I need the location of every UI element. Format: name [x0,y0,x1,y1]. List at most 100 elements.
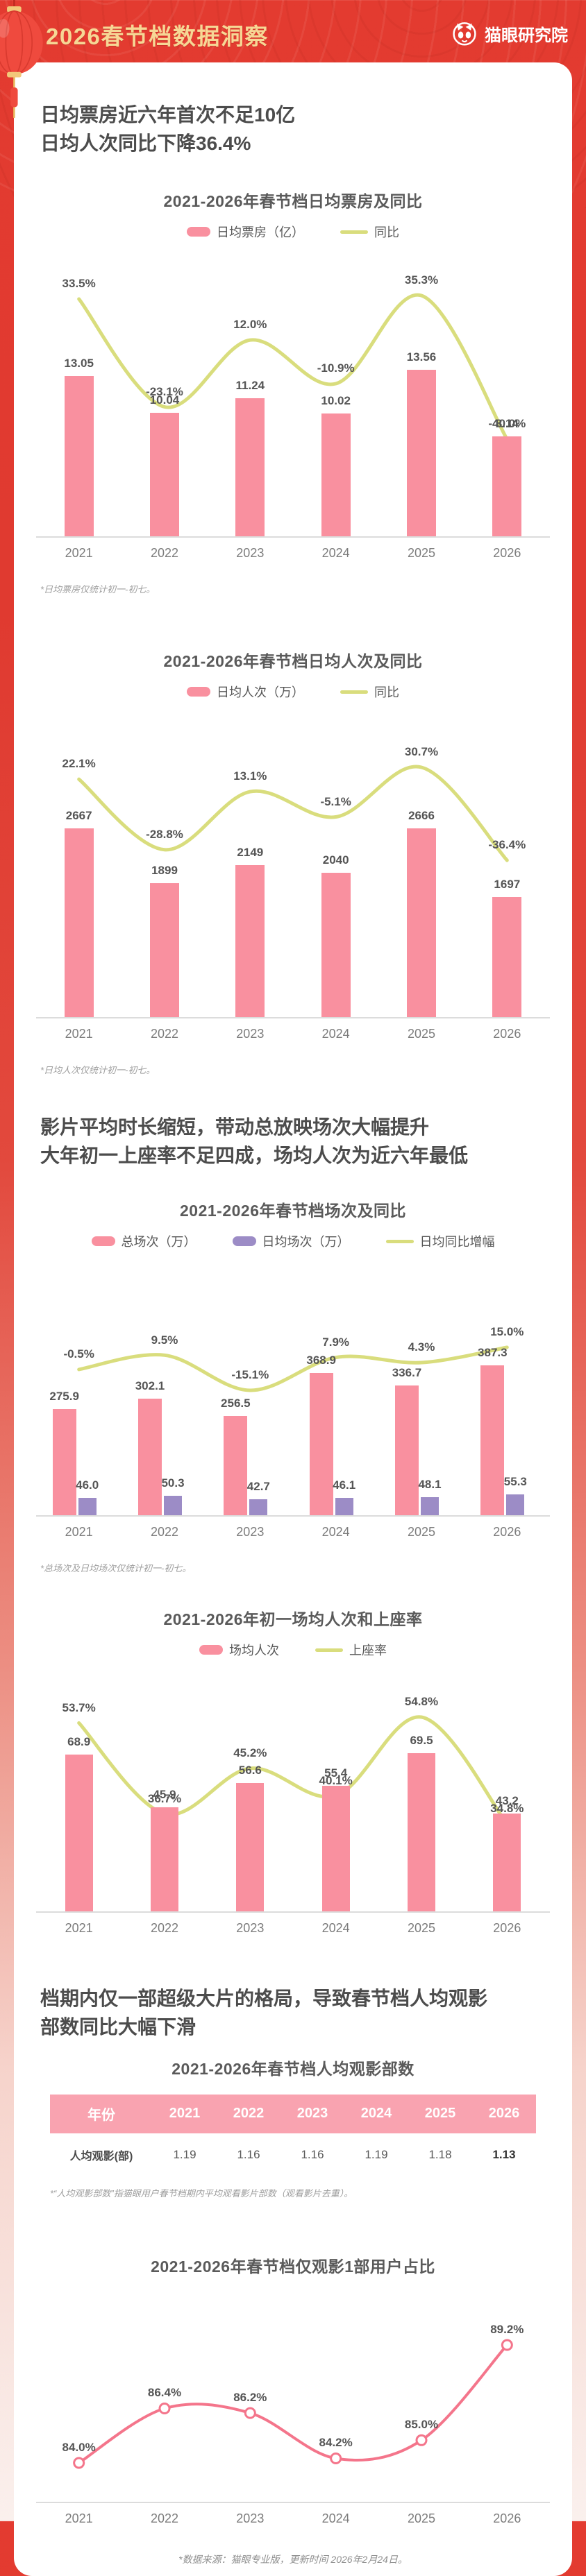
line-value-label: 40.1% [319,1773,353,1787]
line-value-label: 85.0% [404,2417,439,2431]
chart-title: 2021-2026年春节档场次及同比 [180,1202,406,1220]
section-heading-line: 日均票房近六年首次不足10亿 [40,104,296,126]
x-axis-label: 2021 [65,1525,93,1539]
section-heading-line: 大年初一上座率不足四成，场均人次为近六年最低 [40,1144,469,1166]
bar-value-label: 13.05 [64,357,94,370]
x-axis-label: 2022 [150,1525,179,1539]
data-source-note: *数据来源：猫眼专业版，更新时间 2026年2月24日。 [178,2553,408,2565]
line-value-label: 34.8% [490,1802,524,1816]
x-axis-label: 2022 [150,1027,179,1041]
legend-item: 上座率 [315,1641,387,1659]
bar [164,1496,182,1516]
x-axis-label: 2025 [407,1921,436,1936]
x-axis-line [36,1017,550,1019]
bar [249,1499,268,1516]
chart-title: 2021-2026年春节档仅观影1部用户占比 [151,2257,435,2276]
bar-value-label: 1697 [494,878,521,892]
bar [138,1398,162,1516]
page-title: 2026春节档数据洞察 [46,24,269,49]
legend-item: 日均场次（万） [232,1232,350,1250]
chart-daily-box-office: 2021-2026年春节档日均票房及同比日均票房（亿） 同比 13.05 10.04 1… [14,188,572,595]
line-value-label: 30.7% [404,745,439,759]
bar [64,828,94,1018]
bar-value-label: 45.9 [153,1787,176,1801]
data-point-marker [244,2407,256,2419]
bar [151,1807,178,1912]
bar-value-label: 42.7 [246,1479,270,1493]
bar-value-label: 50.3 [161,1476,185,1490]
bar [408,1753,435,1912]
x-axis-label: 2025 [407,1027,436,1041]
section-heading-line: 部数同比大幅下滑 [40,2015,196,2038]
legend-swatch-line [385,1239,414,1243]
bar-value-label: 1899 [151,863,178,877]
chart-canvas [77,1345,509,1392]
data-point-marker [415,2434,428,2446]
x-axis-label: 2022 [150,2511,179,2525]
line-value-label: 45.2% [233,1746,267,1760]
bar-value-label: 10.02 [321,393,351,407]
bar [224,1416,248,1516]
x-axis-label: 2024 [321,1525,350,1539]
data-point-marker [501,2339,513,2351]
bar [421,1496,439,1516]
table-row-label: 人均观影(部) [50,2133,153,2176]
maoyan-cat-icon [453,22,476,46]
brand-logo: 猫眼研究院 [451,19,568,47]
chart-canvas [77,293,509,441]
line-value-label: 7.9% [322,1335,350,1349]
bar [493,1813,521,1912]
bar [150,882,179,1018]
lantern-icon [0,0,43,118]
bar-value-label: 275.9 [49,1389,79,1403]
chart-per-show-attendance: 2021-2026年初一场均人次和上座率 场均人次 上座率 68.9 45.9 56.6 5… [14,1606,572,1947]
x-axis-label: 2023 [236,2511,265,2525]
legend-label: 日均票房（亿） [217,225,304,240]
chart-films-per-viewer: 2021-2026年春节档人均观影部数 年份 2021 2022 2023 2024 202… [14,2056,572,2199]
table-header-row: 年份 2021 2022 2023 2024 2025 2026 [50,2094,536,2133]
chart-legend: 日均票房（亿） 同比 [14,223,572,241]
data-point-marker [330,2452,342,2464]
bar-value-label: 2040 [322,853,349,867]
chart-title: 2021-2026年春节档日均票房及同比 [163,192,423,211]
x-axis-label: 2024 [321,2511,350,2525]
bar-value-label: 8.14 [495,417,519,431]
line-value-label: 15.0% [490,1325,524,1339]
bar [52,1408,76,1516]
chart-legend: 总场次（万） 日均场次（万） 日均同比增幅 [14,1232,572,1250]
line-value-label: 22.1% [62,757,96,771]
x-axis-label: 2022 [150,546,179,561]
chart-footnote: *总场次及日均场次仅统计初一-初七。 [40,1563,192,1574]
table-row: 人均观影(部) 1.19 1.16 1.16 1.19 1.18 1.13 [50,2133,536,2176]
chart-footnote: *日均票房仅统计初一-初七。 [40,584,156,595]
x-axis-label: 2023 [236,1525,265,1539]
bar-value-label: 302.1 [135,1379,165,1392]
bar [321,873,351,1018]
section-heading: 档期内仅一部超级大片的格局，导致春节档人均观影 部数同比大幅下滑 [40,1985,546,2041]
legend-item: 日均人次（万） [187,683,304,701]
chart-canvas [77,765,509,862]
section-heading-line: 日均人次同比下降36.4% [40,132,251,154]
bar [65,1755,93,1912]
bar-value-label: 69.5 [410,1734,433,1748]
bar-value-label: 2666 [408,809,435,823]
line-value-label: 33.5% [62,277,96,291]
chart-canvas [77,1715,509,1826]
bar-value-label: 10.04 [149,393,180,407]
legend-label: 总场次（万） [121,1235,196,1249]
chart-plot: 275.9 302.1 256.5 368.9 336.7 387.3 46.0 50.3 42… [36,1278,550,1551]
table-header-year: 年份 [50,2094,153,2133]
line-value-label: 86.4% [147,2386,182,2400]
line-value-label: -28.8% [146,828,183,841]
legend-label: 同比 [374,225,399,240]
table-header-cell: 2025 [408,2094,472,2133]
trend-line [77,2343,509,2464]
trend-line [77,1345,509,1392]
legend-swatch-line [340,230,368,234]
x-axis-label: 2023 [236,546,265,561]
bar-value-label: 387.3 [478,1346,508,1360]
legend-label: 场均人次 [229,1644,279,1658]
x-axis-label: 2026 [493,546,521,561]
x-axis-line [36,2501,550,2503]
x-axis-label: 2026 [493,1027,521,1041]
